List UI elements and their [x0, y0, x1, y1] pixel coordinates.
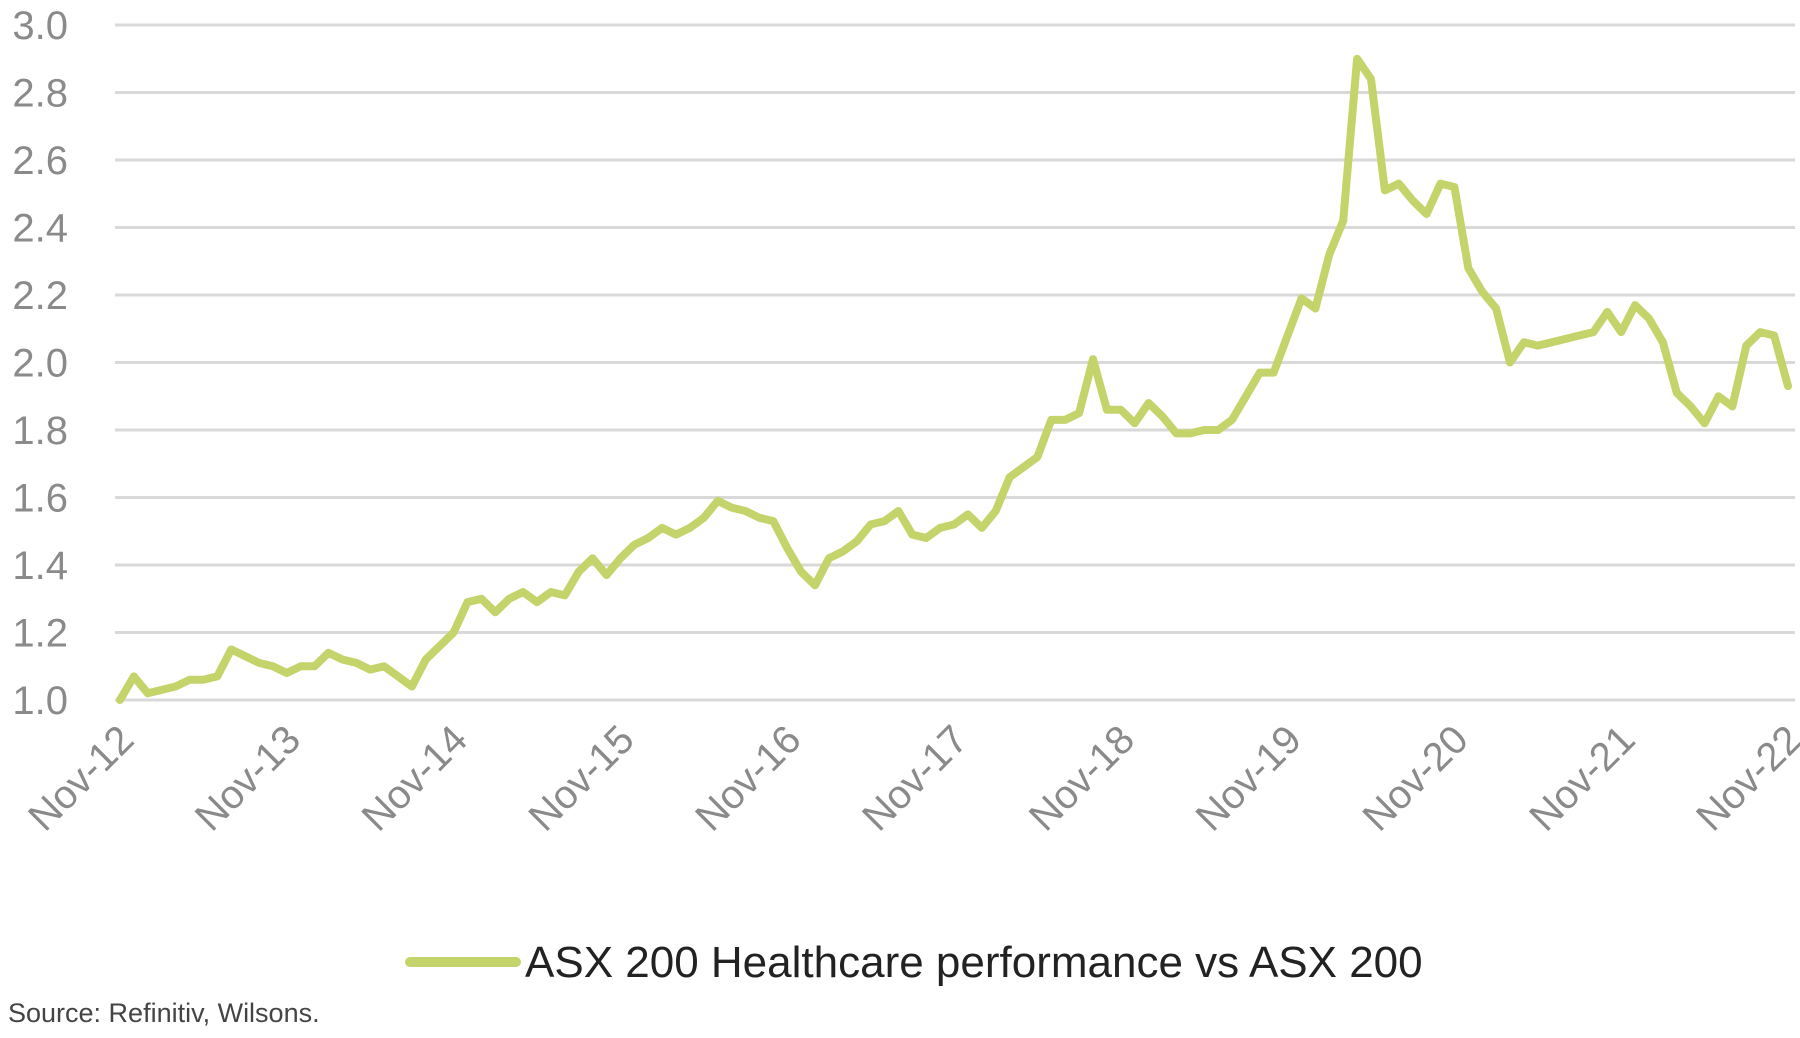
- y-tick-label: 1.0: [12, 679, 68, 723]
- source-note: Source: Refinitiv, Wilsons.: [8, 998, 320, 1028]
- y-tick-label: 2.0: [12, 342, 68, 386]
- series-line: [116, 54, 1792, 704]
- x-tick-label: Nov-12: [20, 717, 142, 839]
- x-tick-label: Nov-14: [354, 717, 476, 839]
- y-tick-label: 2.2: [12, 274, 68, 318]
- x-tick-label: Nov-20: [1354, 717, 1476, 839]
- x-axis-ticks: Nov-12 Nov-13 Nov-14 Nov-15 Nov-16 Nov-17 Nov-…: [20, 717, 1800, 839]
- legend: ASX 200 Healthcare performance vs ASX 20…: [405, 938, 1423, 987]
- y-tick-label: 2.8: [12, 72, 68, 116]
- x-tick-label: Nov-16: [687, 717, 809, 839]
- y-tick-label: 1.6: [12, 477, 68, 521]
- x-tick-label: Nov-22: [1688, 717, 1800, 839]
- legend-label: ASX 200 Healthcare performance vs ASX 20…: [525, 938, 1423, 987]
- y-axis-ticks: 1.0 1.2 1.4 1.6 1.8 2.0 2.2 2.4 2.6 2.8 3.0: [12, 4, 68, 723]
- y-tick-label: 2.6: [12, 139, 68, 183]
- x-tick-label: Nov-15: [520, 717, 642, 839]
- x-tick-label: Nov-21: [1521, 717, 1643, 839]
- y-tick-label: 1.4: [12, 544, 68, 588]
- series-group: [116, 54, 1792, 704]
- y-tick-label: 3.0: [12, 4, 68, 48]
- x-tick-label: Nov-13: [187, 717, 309, 839]
- y-tick-label: 1.2: [12, 612, 68, 656]
- y-tick-label: 2.4: [12, 207, 68, 251]
- y-tick-label: 1.8: [12, 409, 68, 453]
- x-tick-label: Nov-17: [854, 717, 976, 839]
- x-tick-label: Nov-18: [1021, 717, 1143, 839]
- gridlines: [115, 23, 1795, 702]
- x-tick-label: Nov-19: [1188, 717, 1310, 839]
